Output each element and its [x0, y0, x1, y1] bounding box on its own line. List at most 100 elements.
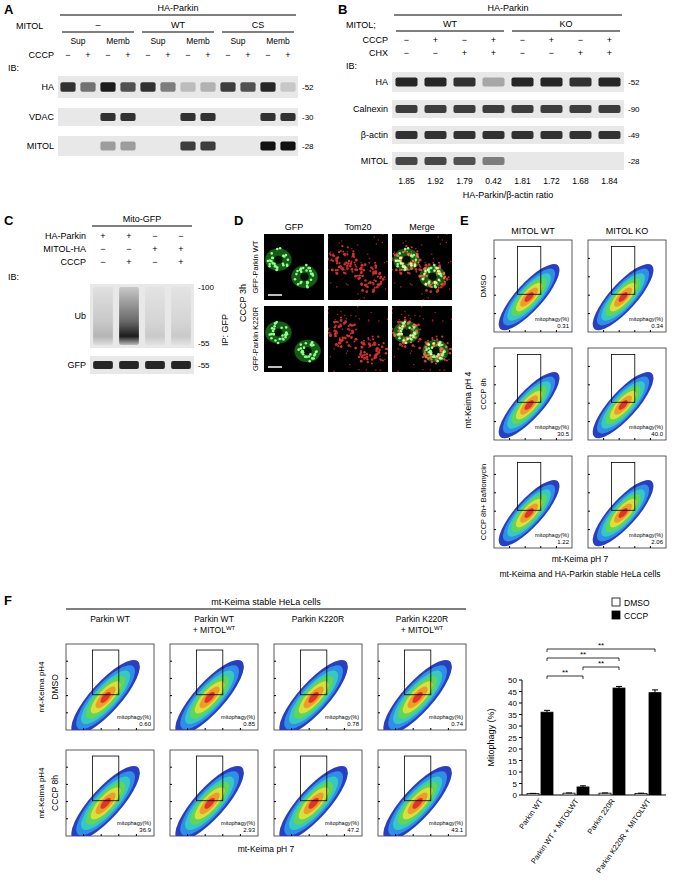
tom20-signal: [380, 359, 382, 361]
gfp-signal: [294, 278, 297, 281]
tom20-signal: [360, 351, 362, 353]
tom20-signal: [338, 326, 340, 328]
treatment-sign: −: [433, 48, 438, 58]
tom20-signal: [340, 250, 342, 252]
band: [482, 157, 504, 165]
bar: [613, 688, 625, 795]
panel-letter: D: [234, 213, 243, 228]
gfp-signal: [441, 354, 444, 357]
gate: [404, 650, 430, 695]
gfp-signal: [310, 343, 313, 346]
column-header: + MITOLWT: [401, 625, 444, 635]
mw-marker: -49: [628, 131, 640, 140]
density-contour: [617, 291, 629, 304]
gfp-signal: [301, 350, 304, 353]
column-header: GFP: [285, 222, 304, 232]
axis-tick: [556, 546, 557, 548]
gate-value: 36.9: [139, 827, 151, 833]
gate: [300, 650, 326, 695]
axis-tick: [430, 728, 431, 730]
tom20-signal: [364, 263, 367, 266]
significance-label: **: [562, 668, 568, 677]
tom20-signal: [366, 280, 368, 282]
gate: [92, 756, 118, 801]
tom20-signal: [343, 272, 345, 274]
tom20-signal: [345, 318, 347, 320]
gfp-signal: [402, 265, 405, 268]
tom20-signal: [336, 272, 339, 275]
nucleus: [402, 256, 410, 264]
gfp-signal: [311, 273, 314, 276]
gate-value: 0.85: [243, 721, 255, 727]
gfp-signal: [396, 263, 399, 266]
tom20-signal: [397, 370, 399, 372]
gate-value: 47.2: [347, 827, 359, 833]
axis-tick: [588, 258, 590, 259]
gfp-signal: [303, 346, 306, 349]
ub-smear: [145, 287, 165, 345]
band: [280, 142, 295, 151]
blot-membrane: [392, 126, 624, 144]
treatment-sign: +: [607, 48, 612, 58]
tom20-signal: [438, 264, 441, 267]
band: [540, 157, 562, 165]
gfp-signal: [438, 344, 441, 347]
mw-marker: -52: [302, 83, 314, 92]
gfp-signal: [302, 267, 305, 270]
band: [240, 82, 255, 92]
tom20-signal: [366, 356, 368, 358]
axis-label: mt-Keima pH4: [37, 661, 46, 713]
gfp-signal: [305, 264, 308, 267]
tom20-signal: [334, 330, 336, 332]
axis-tick: [101, 728, 102, 730]
gfp-signal: [429, 350, 432, 353]
gate-label: mitophagy(%): [629, 316, 663, 322]
tom20-signal: [419, 315, 421, 317]
density-contour: [601, 489, 646, 536]
tom20-signal: [382, 359, 384, 361]
axis-tick: [603, 438, 604, 440]
tom20-signal: [348, 344, 351, 347]
micrograph: [392, 306, 452, 372]
gate-label: mitophagy(%): [325, 820, 359, 826]
density-contour: [518, 285, 541, 309]
axis-tick: [291, 728, 292, 730]
y-tick-label: 25: [508, 734, 517, 743]
blot-label: MITOL: [27, 141, 54, 151]
tom20-signal: [407, 272, 409, 274]
gate-label: mitophagy(%): [535, 316, 569, 322]
row-label: GFP-Parkin K220R: [251, 306, 260, 371]
tom20-signal: [333, 330, 335, 332]
gate: [517, 354, 540, 402]
tom20-signal: [440, 286, 442, 288]
axis-tick: [66, 767, 68, 768]
tom20-signal: [360, 360, 363, 363]
tom20-signal: [358, 369, 360, 371]
tom20-signal: [347, 246, 349, 248]
axis-tick: [650, 330, 651, 332]
bar: [599, 793, 611, 795]
gfp-signal: [435, 267, 438, 270]
tom20-signal: [383, 276, 385, 278]
tom20-signal: [330, 332, 332, 334]
gfp-signal: [271, 257, 274, 260]
tom20-signal: [378, 320, 380, 322]
gfp-signal: [401, 263, 404, 266]
flow-frame: [494, 456, 572, 548]
tom20-signal: [378, 272, 381, 275]
y-tick-label: 0: [513, 791, 518, 800]
tom20-signal: [364, 354, 366, 356]
band: [260, 113, 275, 121]
treatment-sign: +: [85, 50, 90, 60]
tom20-signal: [379, 369, 381, 371]
tom20-signal: [378, 349, 380, 351]
gfp-signal: [443, 351, 446, 354]
gfp-signal: [423, 273, 426, 276]
tom20-signal: [335, 269, 337, 271]
blot-membrane: [392, 152, 624, 170]
gfp-signal: [427, 268, 430, 271]
legend-swatch: [612, 611, 620, 619]
band: [280, 113, 295, 121]
axis-tick: [378, 678, 380, 679]
axis-tick: [494, 295, 496, 296]
